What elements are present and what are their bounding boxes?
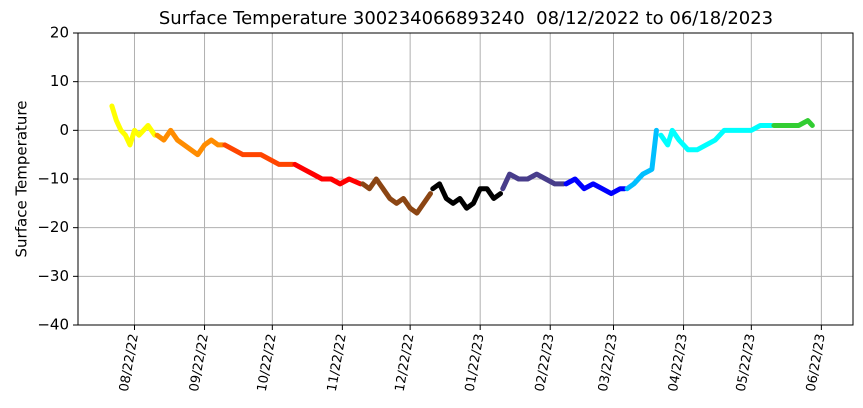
plot-frame <box>77 32 854 326</box>
y-tick-label: −20 <box>37 218 69 236</box>
data-line <box>624 127 659 192</box>
x-tick-label: 04/22/23 <box>666 333 691 393</box>
x-tick-label: 03/22/23 <box>596 333 621 393</box>
y-tick-label: 10 <box>50 72 69 90</box>
x-tick-label: 02/22/23 <box>533 333 558 393</box>
data-line <box>109 103 158 148</box>
y-tick-label: −30 <box>37 267 69 285</box>
data-line <box>154 127 226 158</box>
x-tick-label: 08/22/22 <box>117 333 142 393</box>
data-line <box>222 142 296 167</box>
data-line <box>771 118 815 128</box>
x-tick-label: 01/22/23 <box>463 333 488 393</box>
x-tick-label: 05/22/23 <box>734 333 759 393</box>
chart-title: Surface Temperature 300234066893240 08/1… <box>159 8 773 29</box>
data-line <box>292 161 363 187</box>
data-line <box>500 171 567 192</box>
x-tick-label: 12/22/22 <box>393 333 418 393</box>
data-line <box>658 122 775 153</box>
y-axis-label: Surface Temperature <box>13 101 31 258</box>
y-tick-label: −10 <box>37 170 69 188</box>
x-tick-label: 09/22/22 <box>187 333 212 393</box>
x-tick-label: 10/22/22 <box>255 333 280 393</box>
y-tick-label: 20 <box>50 24 69 42</box>
x-tick-label: 11/22/22 <box>325 333 350 393</box>
data-line <box>563 176 628 197</box>
x-tick-label: 06/22/23 <box>804 333 829 393</box>
data-line <box>360 176 433 216</box>
y-tick-label: 0 <box>59 121 69 139</box>
data-line <box>430 181 504 211</box>
y-tick-label: −40 <box>37 316 69 334</box>
